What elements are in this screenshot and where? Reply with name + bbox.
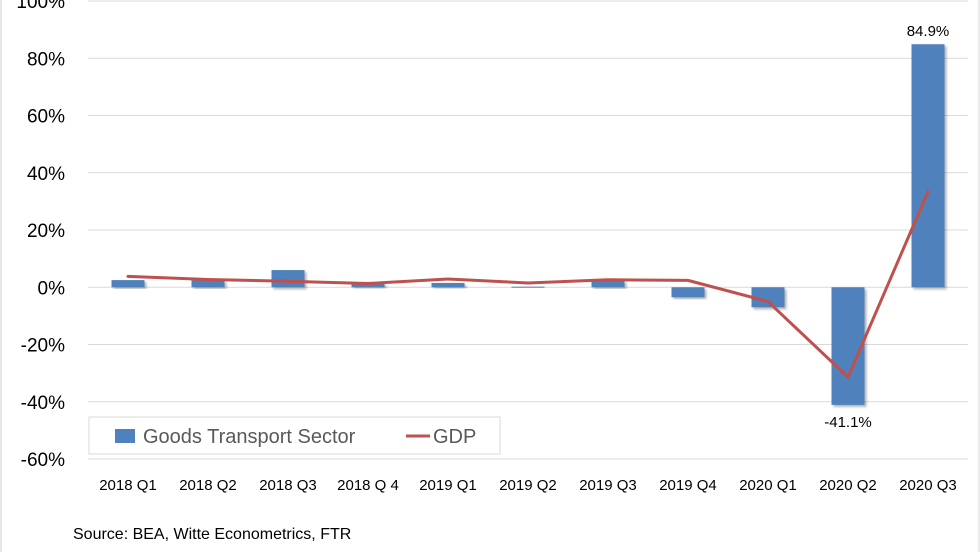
y-tick-label: -60%	[21, 450, 65, 471]
bar	[511, 286, 545, 288]
y-tick-label: -40%	[21, 393, 65, 414]
x-category-label: 2019 Q1	[419, 477, 477, 494]
x-category-label: 2019 Q4	[659, 477, 717, 494]
line-series	[126, 190, 930, 379]
x-category-label: 2018 Q1	[99, 477, 157, 494]
y-tick-label: 80%	[27, 49, 65, 70]
y-tick-label: 40%	[27, 164, 65, 185]
x-category-label: 2020 Q3	[899, 477, 957, 494]
bar	[271, 270, 305, 288]
x-category-label: 2020 Q2	[819, 477, 877, 494]
bar	[431, 282, 465, 288]
gdp-line	[126, 190, 930, 379]
y-tick-label: 60%	[27, 107, 65, 128]
y-tick-label: 0%	[38, 278, 66, 299]
right-border	[978, 0, 980, 552]
y-tick-label: 100%	[16, 0, 65, 13]
x-category-label: 2019 Q2	[499, 477, 557, 494]
bar-series	[111, 44, 945, 405]
bar	[831, 287, 865, 405]
data-labels: -41.1% 84.9%	[824, 23, 949, 431]
x-category-label: 2018 Q3	[259, 477, 317, 494]
bar	[351, 282, 385, 288]
legend-label-goods-transport: Goods Transport Sector	[143, 426, 356, 448]
y-tick-label: -20%	[21, 336, 65, 357]
bar	[591, 280, 625, 288]
y-tick-label: 20%	[27, 221, 65, 242]
source-note: Source: BEA, Witte Econometrics, FTR	[73, 526, 352, 543]
bar	[751, 287, 785, 308]
legend: Goods Transport Sector GDP	[88, 416, 501, 455]
bar	[111, 280, 145, 288]
legend-swatch-bar	[115, 429, 135, 443]
y-axis-tick-labels: 100% 80% 60% 40% 20% 0% -20% -40% -60%	[16, 0, 65, 471]
left-border	[0, 0, 2, 552]
legend-box	[88, 416, 501, 455]
x-category-label: 2020 Q1	[739, 477, 797, 494]
bar	[191, 280, 225, 288]
data-label: -41.1%	[824, 414, 872, 431]
legend-label-gdp: GDP	[433, 426, 476, 448]
bar	[911, 44, 945, 288]
x-category-label: 2018 Q 4	[337, 477, 399, 494]
data-label: 84.9%	[907, 23, 950, 40]
x-category-label: 2019 Q3	[579, 477, 637, 494]
bar	[671, 287, 705, 298]
x-axis-category-labels: 2018 Q1 2018 Q2 2018 Q3 2018 Q 4 2019 Q1 2019…	[99, 477, 957, 494]
x-category-label: 2018 Q2	[179, 477, 237, 494]
